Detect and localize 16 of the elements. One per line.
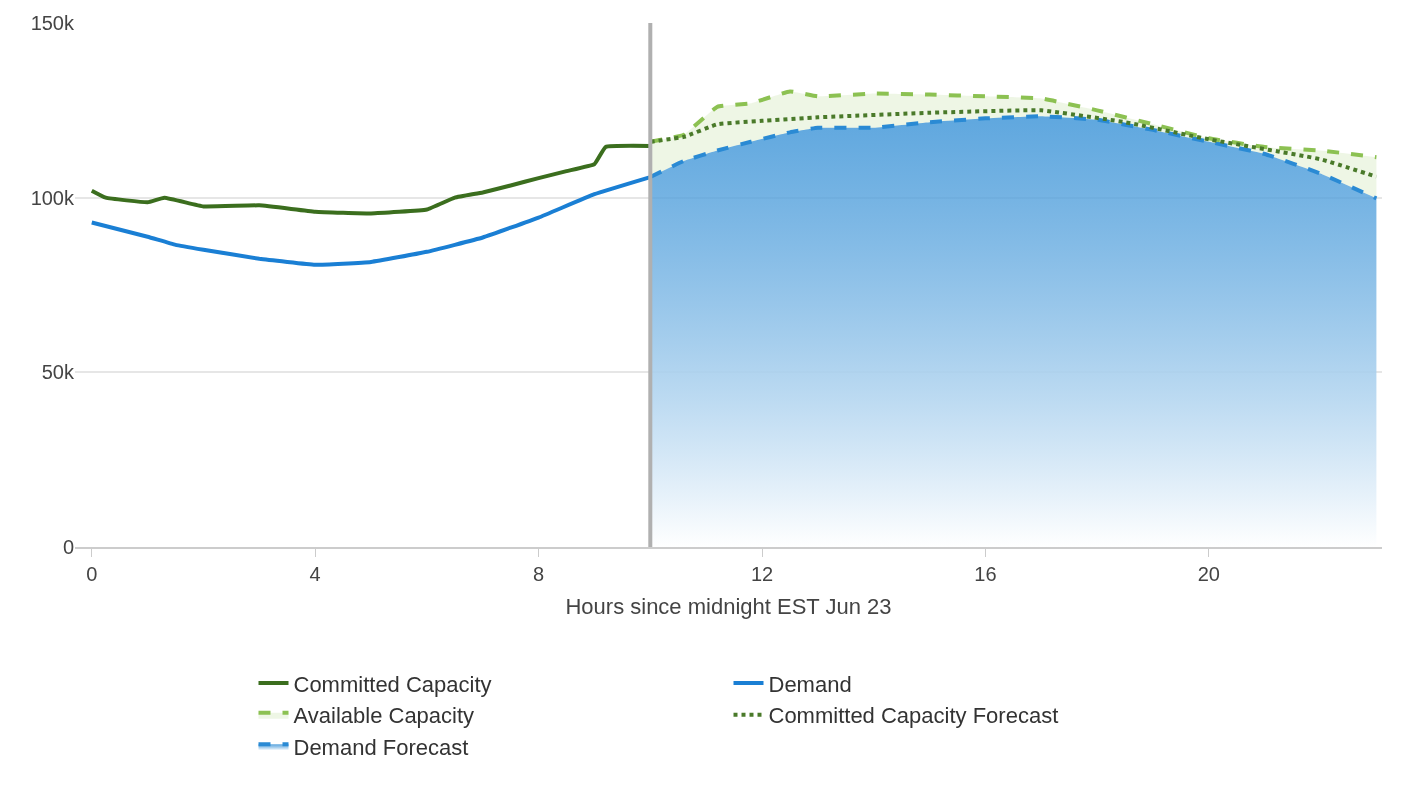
y-tick-label: 100k: [30, 186, 75, 209]
x-tick-label: 8: [533, 563, 545, 585]
x-tick-label: 4: [309, 563, 321, 585]
x-tick-label: 0: [86, 563, 98, 585]
legend-label: Demand: [768, 671, 852, 697]
legend-label: Committed Capacity Forecast: [768, 703, 1059, 729]
y-tick-label: 0: [62, 536, 74, 558]
x-axis-title: Hours since midnight EST Jun 23: [565, 594, 892, 620]
y-tick-label: 150k: [30, 12, 75, 34]
x-tick-label: 20: [1197, 563, 1220, 585]
y-tick-label: 50k: [41, 361, 75, 384]
legend-label: Committed Capacity: [293, 671, 492, 697]
legend-label: Demand Forecast: [293, 734, 469, 760]
x-tick-label: 12: [750, 563, 774, 585]
legend-label: Available Capacity: [293, 703, 475, 729]
x-tick-label: 16: [974, 563, 997, 585]
